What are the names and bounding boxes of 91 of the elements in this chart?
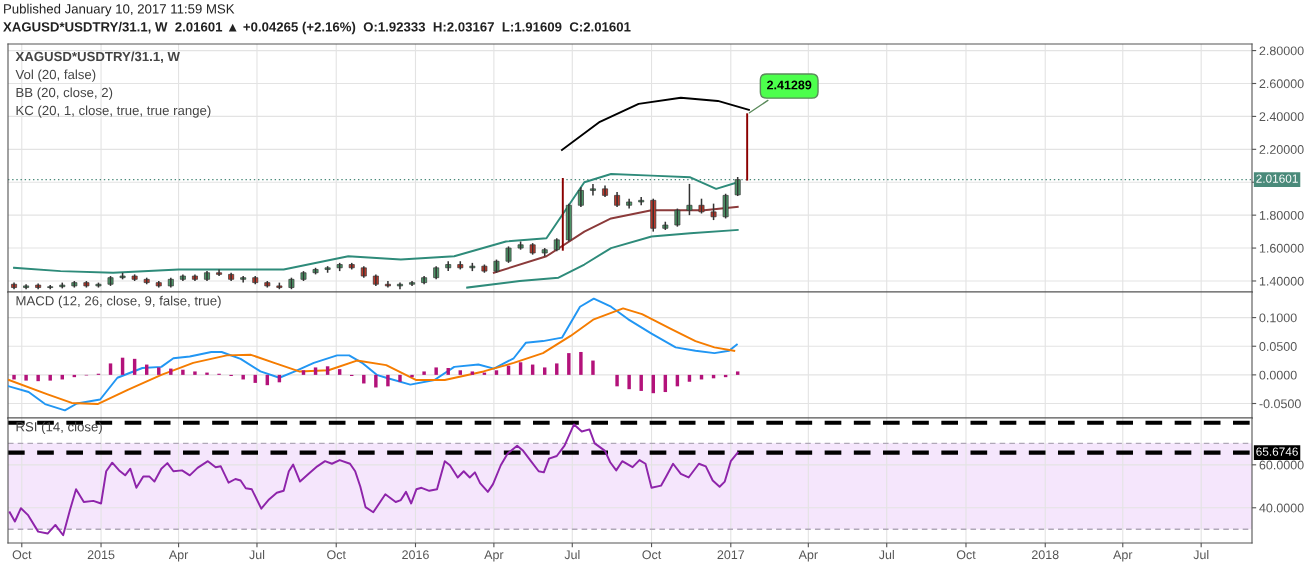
x-tick-label: Jul — [564, 549, 580, 560]
bar — [422, 371, 426, 375]
bar — [639, 374, 643, 391]
bar — [542, 367, 547, 375]
y-tick-label: 2.20000 — [1259, 145, 1304, 154]
bar — [518, 362, 523, 375]
bar — [325, 366, 330, 375]
bar — [434, 367, 438, 375]
y-tick-label: 1.80000 — [1259, 210, 1304, 220]
ref-line-label: 2.01601 — [1256, 174, 1298, 183]
bar — [579, 351, 583, 375]
annotation: Vol (20, false) — [15, 69, 96, 82]
y-tick-label: 1.40000 — [1259, 276, 1304, 286]
annotation: XAGUSD*USDTRY/31.1, W — [15, 51, 180, 64]
y-tick-label: 0.0500 — [1259, 342, 1297, 351]
bar — [458, 370, 463, 375]
bar — [615, 374, 619, 387]
x-tick-label: 2018 — [1031, 550, 1059, 560]
bar — [494, 370, 499, 375]
bar — [374, 374, 378, 388]
candlestick — [734, 176, 741, 197]
y-tick-label: 2.40000 — [1259, 112, 1304, 122]
annotation: KC (20, 1, close, true, true range) — [16, 105, 211, 118]
bar — [398, 374, 402, 382]
x-tick-label: Oct — [327, 550, 346, 560]
candlestick — [216, 268, 222, 277]
bar — [157, 367, 161, 375]
x-tick-label: Apr — [484, 550, 504, 562]
x-tick-label: 2016 — [402, 550, 429, 560]
bar — [627, 374, 631, 390]
line-series — [8, 423, 739, 537]
bar — [205, 372, 209, 375]
candlestick — [23, 283, 30, 290]
bar — [241, 374, 245, 380]
annotation: MACD (12, 26, close, 9, false, true) — [16, 295, 221, 309]
bar — [735, 371, 740, 375]
y-tick-label: 40.0000 — [1259, 503, 1304, 513]
candlestick — [722, 192, 729, 220]
x-tick-label: 2017 — [717, 550, 745, 560]
x-tick-label: 2015 — [87, 550, 115, 560]
y-tick-label: 2.60000 — [1259, 79, 1304, 89]
bar — [48, 374, 52, 381]
bar — [181, 369, 185, 375]
bar — [12, 374, 16, 380]
bar — [555, 363, 559, 375]
x-tick-label: Apr — [798, 550, 818, 562]
x-tick-label: Oct — [642, 550, 662, 560]
candlestick — [686, 183, 693, 216]
line-series — [560, 96, 750, 151]
candlestick — [674, 207, 681, 228]
bar — [193, 371, 197, 375]
bar — [108, 363, 113, 375]
candlestick — [397, 281, 403, 290]
bar — [362, 374, 366, 384]
x-tick-label: Apr — [168, 550, 189, 562]
line-series — [466, 228, 739, 289]
bar — [313, 367, 318, 375]
candlestick — [240, 275, 247, 284]
annotation: BB (20, close, 2) — [16, 87, 113, 100]
y-tick-label: -0.0500 — [1259, 399, 1301, 409]
chart-title: Published January 10, 2017 11:59 MSK — [4, 3, 235, 17]
x-tick-label: Apr — [1113, 550, 1133, 562]
x-tick-label: Jul — [878, 549, 894, 560]
bar — [24, 374, 28, 381]
line-series — [492, 205, 739, 274]
candlestick — [384, 280, 391, 289]
y-tick-label: 0.1000 — [1259, 313, 1297, 323]
x-tick-label: Jul — [249, 549, 265, 560]
x-tick-label: Jul — [1193, 549, 1209, 560]
bar — [591, 360, 595, 375]
x-tick-label: Oct — [956, 550, 976, 560]
y-tick-label: 60.0000 — [1259, 460, 1304, 470]
y-tick-label: 1.60000 — [1259, 243, 1304, 253]
candlestick — [47, 284, 54, 290]
ref-line-label: 65.6746 — [1256, 447, 1298, 456]
x-tick-label: Oct — [12, 550, 32, 560]
y-tick-label: 2.80000 — [1259, 46, 1304, 56]
annotation: 2.41289 — [767, 80, 812, 90]
candlestick — [590, 183, 596, 197]
bar — [36, 374, 40, 382]
bar — [567, 353, 571, 375]
bar — [470, 371, 475, 375]
bar — [410, 374, 414, 378]
chart-subtitle: XAGUSD*USDTRY/31.1, W 2.01601 ▲ +0.04265 (+2.16%) O:1.92333 H:2.03167 L:1.91609 C:2.01601 — [3, 21, 631, 35]
candlestick — [638, 196, 645, 207]
bar — [169, 368, 173, 375]
bar — [337, 369, 342, 375]
y-tick-label: 0.0000 — [1259, 370, 1297, 380]
bar — [301, 370, 306, 375]
bar — [386, 374, 390, 387]
candlestick — [409, 280, 415, 287]
